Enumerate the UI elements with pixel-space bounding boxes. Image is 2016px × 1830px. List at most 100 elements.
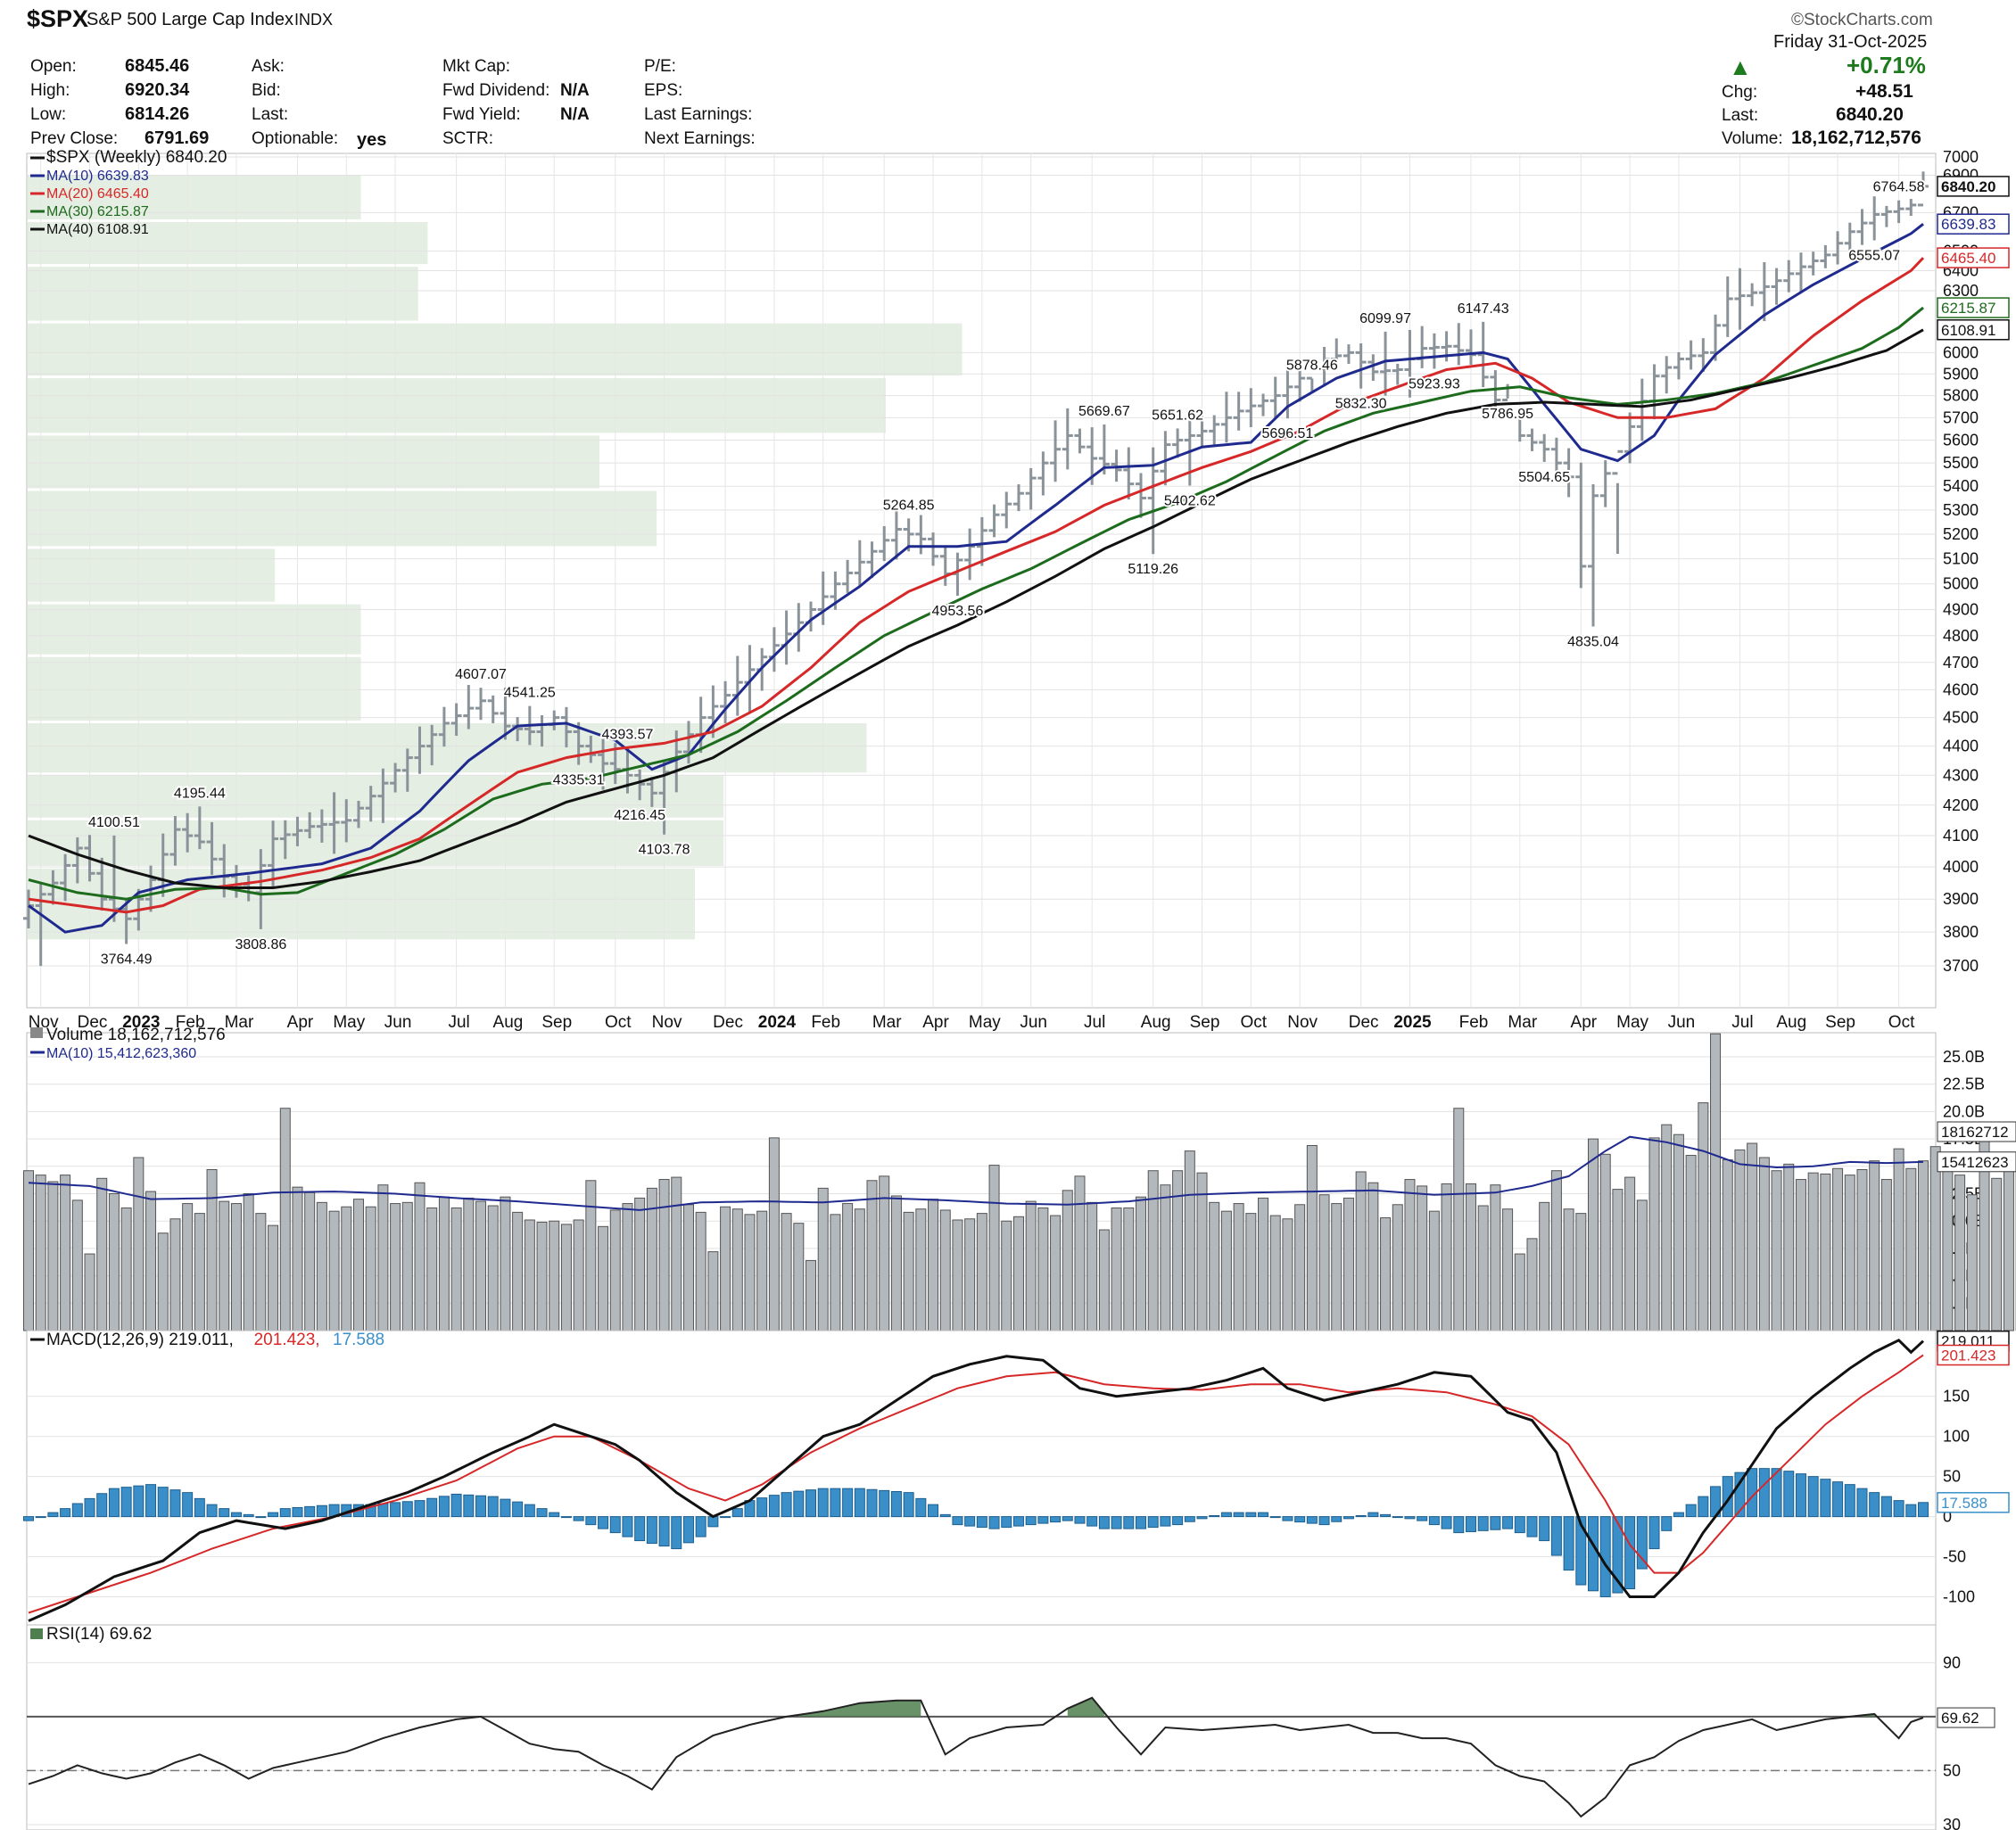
volume-bar — [1722, 1158, 1733, 1331]
volume-bar — [96, 1177, 108, 1331]
volume-bar — [145, 1191, 157, 1331]
price-bar — [182, 812, 194, 853]
macd-histogram-bar — [793, 1490, 805, 1518]
macd-histogram-bar — [414, 1500, 426, 1518]
volume-bar — [1086, 1201, 1098, 1331]
macd-histogram-bar — [1001, 1516, 1012, 1529]
price-bar — [1893, 200, 1904, 224]
price-bar — [390, 762, 401, 793]
macd-histogram-bar — [157, 1487, 169, 1518]
volume-bar — [108, 1193, 120, 1331]
price-tick-label: 5300 — [1943, 501, 1979, 519]
volume-bar — [279, 1108, 291, 1331]
volume-bar — [1869, 1160, 1880, 1331]
legend-label: MA(30) 6215.87 — [46, 204, 149, 219]
volume-bar — [500, 1196, 511, 1331]
macd-histogram-bar — [1184, 1516, 1195, 1522]
macd-histogram-bar — [1306, 1516, 1318, 1524]
change-percent: +0.71% — [1847, 52, 1926, 78]
price-tick-label: 4600 — [1943, 680, 1979, 698]
exchange-label: INDX — [294, 11, 334, 29]
volume-bar — [1502, 1208, 1514, 1331]
macd-histogram-bar — [1465, 1516, 1476, 1532]
macd-histogram-bar — [1012, 1516, 1024, 1527]
volume-bar — [915, 1208, 927, 1331]
volume-bar — [475, 1200, 487, 1331]
macd-histogram-bar — [928, 1504, 939, 1518]
x-tick-label: Sep — [541, 1013, 572, 1032]
volume-bar — [879, 1175, 890, 1331]
price-bar — [194, 806, 205, 850]
macd-histogram-bar — [23, 1516, 34, 1521]
chart-header: $SPX S&P 500 Large Cap Index INDX ©Stock… — [0, 0, 2016, 152]
macd-legend-label: 201.423, — [254, 1331, 320, 1349]
price-bar — [426, 724, 438, 766]
price-bar — [1807, 251, 1819, 276]
volume-bar — [1599, 1153, 1611, 1331]
volume-bar — [1880, 1179, 1892, 1331]
macd-histogram-bar — [1233, 1512, 1244, 1518]
volume-bar — [585, 1180, 597, 1331]
price-annotation: 5402.62 — [1164, 494, 1216, 509]
x-tick-label: 2025 — [1393, 1013, 1432, 1032]
macd-histogram-bar — [854, 1488, 865, 1518]
macd-histogram-bar — [1111, 1516, 1122, 1529]
volume-bar — [1331, 1203, 1343, 1331]
x-tick-label: Mar — [872, 1013, 902, 1032]
x-tick-label: Aug — [493, 1013, 524, 1032]
macd-histogram-bar — [390, 1502, 401, 1518]
price-bar — [1012, 484, 1024, 512]
volume-tag-label: 18162712 — [1941, 1124, 2009, 1141]
sctr-label: SCTR: — [442, 129, 493, 148]
macd-histogram-bar — [1612, 1516, 1624, 1594]
price-bar — [866, 541, 878, 579]
price-tick-label: 4700 — [1943, 654, 1979, 672]
volume-bar — [1380, 1217, 1392, 1331]
macd-histogram-bar — [988, 1516, 1000, 1529]
price-tick-label: 7000 — [1943, 148, 1979, 166]
price-tag-label: 6639.83 — [1941, 216, 1995, 233]
volume-bar — [1698, 1102, 1709, 1331]
macd-histogram-bar — [671, 1516, 682, 1550]
price-annotation: 3764.49 — [101, 952, 153, 968]
volume-bar — [2003, 1157, 2014, 1331]
macd-histogram-bar — [1673, 1512, 1684, 1518]
macd-histogram-bar — [1771, 1468, 1782, 1518]
macd-histogram-bar — [1807, 1476, 1819, 1518]
macd-histogram-bar — [84, 1497, 95, 1518]
volume-ma-label: MA(10) 15,412,623,360 — [46, 1046, 196, 1061]
price-bar — [1771, 268, 1782, 305]
volume-bar — [1624, 1176, 1636, 1331]
price-bar — [573, 721, 584, 765]
volume-bar — [1966, 1194, 1978, 1331]
macd-histogram-bar — [450, 1493, 462, 1518]
fwd-yield-value: N/A — [560, 105, 590, 124]
vbp-bar — [27, 820, 724, 866]
price-bar — [1037, 451, 1049, 496]
macd-tick-label: -50 — [1943, 1548, 1966, 1566]
volume-bar — [1417, 1185, 1428, 1331]
price-annotation: 4541.25 — [504, 686, 556, 701]
volume-bar — [952, 1219, 963, 1331]
x-tick-label: May — [333, 1013, 365, 1032]
macd-histogram-bar — [96, 1493, 108, 1518]
rsi-tick-label: 90 — [1943, 1653, 1961, 1671]
x-tick-label: Feb — [811, 1013, 840, 1032]
price-bar — [60, 853, 71, 902]
volume-bar — [781, 1213, 792, 1331]
x-tick-label: 2023 — [122, 1013, 160, 1032]
x-tick-label: Nov — [29, 1013, 59, 1032]
volume-bar — [255, 1213, 267, 1331]
macd-histogram-bar — [1294, 1516, 1306, 1523]
price-tick-label: 5800 — [1943, 387, 1979, 405]
volume-bar — [1074, 1175, 1086, 1331]
macd-histogram-bar — [731, 1508, 743, 1518]
volume-bar — [1514, 1253, 1525, 1331]
macd-histogram-bar — [1869, 1492, 1880, 1518]
volume-bar — [1856, 1168, 1868, 1331]
volume-bar — [854, 1208, 865, 1331]
macd-histogram-bar — [1661, 1516, 1673, 1531]
macd-histogram-bar — [475, 1495, 487, 1518]
volume-bar — [1929, 1146, 1941, 1331]
volume-bar — [1269, 1215, 1281, 1331]
